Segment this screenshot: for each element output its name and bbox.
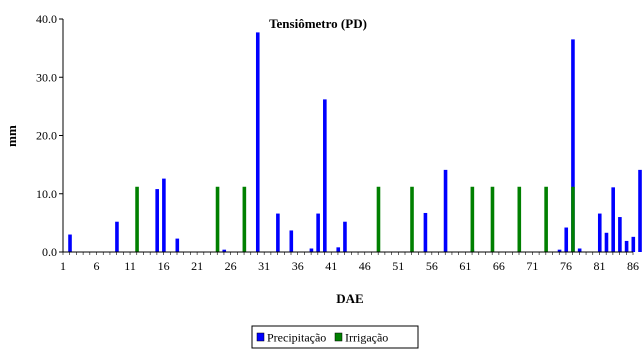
bar-irrigacao (571, 186, 575, 252)
legend-swatch-irrigacao (334, 332, 343, 342)
legend: Precipitação Irrigação (251, 325, 419, 349)
y-tick-label: 0.0 (42, 245, 57, 259)
bar-precipitacao (564, 227, 569, 252)
bar-precipitacao (255, 32, 260, 253)
bar-precipitacao (557, 249, 562, 252)
bar-precipitacao (289, 230, 294, 252)
bar-irrigacao (470, 186, 475, 252)
bar-irrigacao (490, 186, 495, 252)
y-tick-label: 30.0 (36, 70, 57, 84)
bar-precipitacao (624, 240, 629, 252)
bar-precipitacao (222, 249, 227, 252)
bar-precipitacao (323, 99, 327, 252)
legend-label-irrigacao: Irrigação (345, 331, 388, 345)
bar-precipitacao (423, 212, 428, 252)
legend-swatch-precipitacao (256, 332, 265, 342)
bar-precipitacao (571, 39, 575, 252)
legend-label-precipitacao: Precipitação (267, 331, 326, 345)
x-tick-label: 31 (258, 259, 270, 273)
bar-precipitacao (155, 189, 159, 252)
x-tick-label: 61 (459, 259, 471, 273)
bar-irrigacao (410, 186, 414, 252)
bar-irrigacao (135, 186, 139, 252)
x-ticks: 1 6 11 16 21 26 31 36 41 46 51 56 61 66 71 76 81 86 (60, 252, 639, 273)
bar-precipitacao (175, 238, 180, 252)
x-tick-label: 6 (94, 259, 100, 273)
bar-precipitacao (343, 221, 347, 252)
y-tick-label: 20.0 (36, 129, 57, 143)
bar-precipitacao (604, 232, 609, 252)
chart-title: Tensiômetro (PD) (269, 16, 367, 31)
bar-precipitacao (276, 213, 280, 252)
y-ticks: 0.0 10.0 20.0 30.0 40.0 (36, 12, 63, 259)
bar-precipitacao (443, 169, 448, 252)
x-tick-label: 26 (225, 259, 237, 273)
x-tick-label: 41 (325, 259, 337, 273)
x-tick-label: 51 (392, 259, 404, 273)
x-tick-label: 16 (158, 259, 170, 273)
x-tick-label: 11 (124, 259, 136, 273)
bar-precipitacao (316, 213, 320, 252)
bar-precipitacao (115, 221, 119, 252)
bar-irrigacao (376, 186, 381, 252)
x-axis-label: DAE (336, 291, 363, 306)
bar-precipitacao (611, 187, 615, 252)
x-tick-label: 1 (60, 259, 66, 273)
bars-layer (68, 32, 642, 253)
bar-irrigacao (215, 186, 220, 252)
x-tick-label: 81 (593, 259, 605, 273)
bar-precipitacao (162, 178, 166, 252)
y-tick-label: 40.0 (36, 12, 57, 26)
x-tick-label: 46 (359, 259, 371, 273)
y-axis-label: mm (4, 125, 19, 147)
bar-precipitacao (618, 217, 622, 252)
bar-precipitacao (638, 169, 642, 252)
bar-irrigacao (242, 186, 247, 252)
bar-precipitacao (68, 234, 72, 252)
x-tick-label: 21 (191, 259, 203, 273)
bar-precipitacao (577, 248, 582, 252)
x-tick-label: 76 (560, 259, 572, 273)
x-tick-label: 66 (493, 259, 505, 273)
bar-precipitacao (631, 236, 636, 252)
bar-precipitacao (597, 213, 602, 252)
bar-precipitacao (336, 247, 341, 252)
bar-precipitacao (309, 248, 314, 252)
x-tick-label: 36 (292, 259, 304, 273)
x-tick-label: 71 (526, 259, 538, 273)
bar-irrigacao (517, 186, 522, 252)
y-tick-label: 10.0 (36, 187, 57, 201)
bar-irrigacao (544, 186, 548, 252)
x-tick-label: 56 (426, 259, 438, 273)
x-tick-label: 86 (627, 259, 639, 273)
